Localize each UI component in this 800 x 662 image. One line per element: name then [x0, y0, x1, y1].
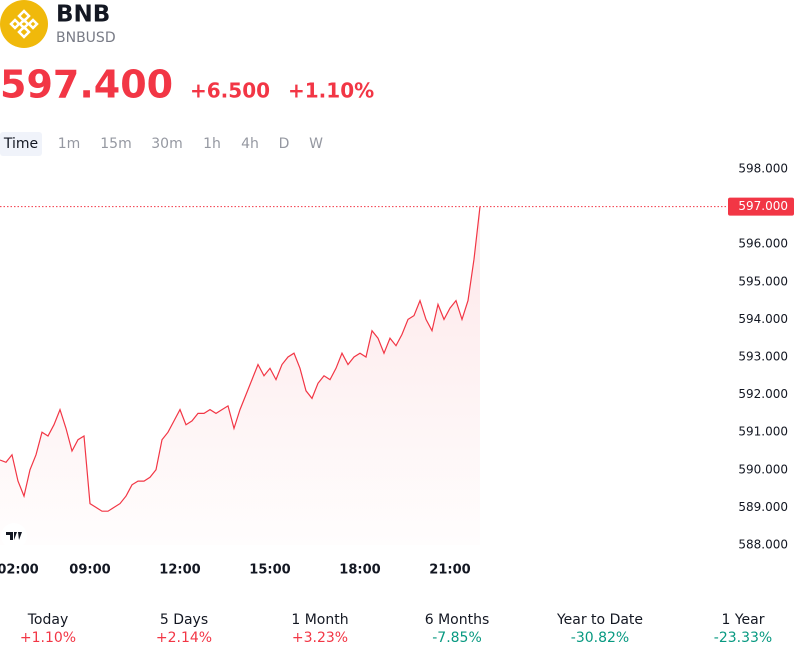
x-tick-label: 09:00 — [69, 563, 110, 578]
y-tick-label: 598.000 — [738, 162, 788, 176]
price-line — [0, 206, 481, 512]
interval-tab[interactable]: 4h — [241, 136, 259, 152]
x-tick-label: 21:00 — [429, 563, 470, 578]
tv-logo — [1, 523, 27, 549]
ticker: BNBUSD — [56, 30, 116, 46]
y-tick-label: 590.000 — [738, 462, 788, 476]
chart: 598.000 597.000 596.000 595.000 594.000 593.0… — [0, 162, 794, 578]
y-tick-label: 591.000 — [738, 425, 788, 439]
interval-tab[interactable]: 30m — [151, 136, 182, 152]
y-tick-label: 589.000 — [738, 500, 788, 514]
y-tick-label: 594.000 — [738, 312, 788, 326]
y-tick-label: 588.000 — [738, 538, 788, 552]
performance-row: Today +1.10% 5 Days +2.14% 1 Month +3.23% 6 Mo… — [20, 612, 772, 646]
price-change: +6.500 — [190, 79, 270, 103]
period-label[interactable]: 1 Month — [291, 612, 348, 628]
x-tick-label: 12:00 — [159, 563, 200, 578]
period-label[interactable]: 5 Days — [160, 612, 208, 628]
interval-tab[interactable]: 1m — [58, 136, 81, 152]
y-tick-label: 596.000 — [738, 237, 788, 251]
period-change[interactable]: -30.82% — [571, 630, 629, 646]
interval-tab[interactable]: 1h — [203, 136, 221, 152]
last-price-label: 597.000 — [738, 199, 788, 213]
period-label[interactable]: Today — [27, 612, 69, 628]
period-change[interactable]: -23.33% — [714, 630, 772, 646]
period-change[interactable]: +1.10% — [20, 630, 76, 646]
y-tick-label: 593.000 — [738, 350, 788, 364]
symbol: BNB — [56, 2, 110, 28]
period-label[interactable]: 6 Months — [425, 612, 490, 628]
logo — [0, 0, 48, 48]
interval-tab[interactable]: Time — [3, 136, 38, 152]
period-change[interactable]: +2.14% — [156, 630, 212, 646]
period-change[interactable]: -7.85% — [432, 630, 482, 646]
period-label[interactable]: Year to Date — [556, 612, 643, 628]
area-fill — [0, 206, 480, 545]
period-change[interactable]: +3.23% — [292, 630, 348, 646]
last-price-badge — [728, 197, 794, 216]
interval-tab[interactable]: W — [309, 136, 323, 152]
y-tick-label: 592.000 — [738, 387, 788, 401]
tab-highlight — [0, 132, 42, 156]
price: 597.400 — [0, 63, 173, 107]
interval-tabs: Time 1m 15m 30m 1h 4h D W — [0, 132, 323, 156]
y-tick-label: 595.000 — [738, 274, 788, 288]
period-label[interactable]: 1 Year — [722, 612, 765, 628]
interval-tab[interactable]: D — [279, 136, 290, 152]
x-tick-label: 18:00 — [339, 563, 380, 578]
x-tick-label: 02:00 — [0, 563, 39, 578]
interval-tab[interactable]: 15m — [100, 136, 131, 152]
price-change-percent: +1.10% — [288, 79, 374, 103]
x-tick-label: 15:00 — [249, 563, 290, 578]
